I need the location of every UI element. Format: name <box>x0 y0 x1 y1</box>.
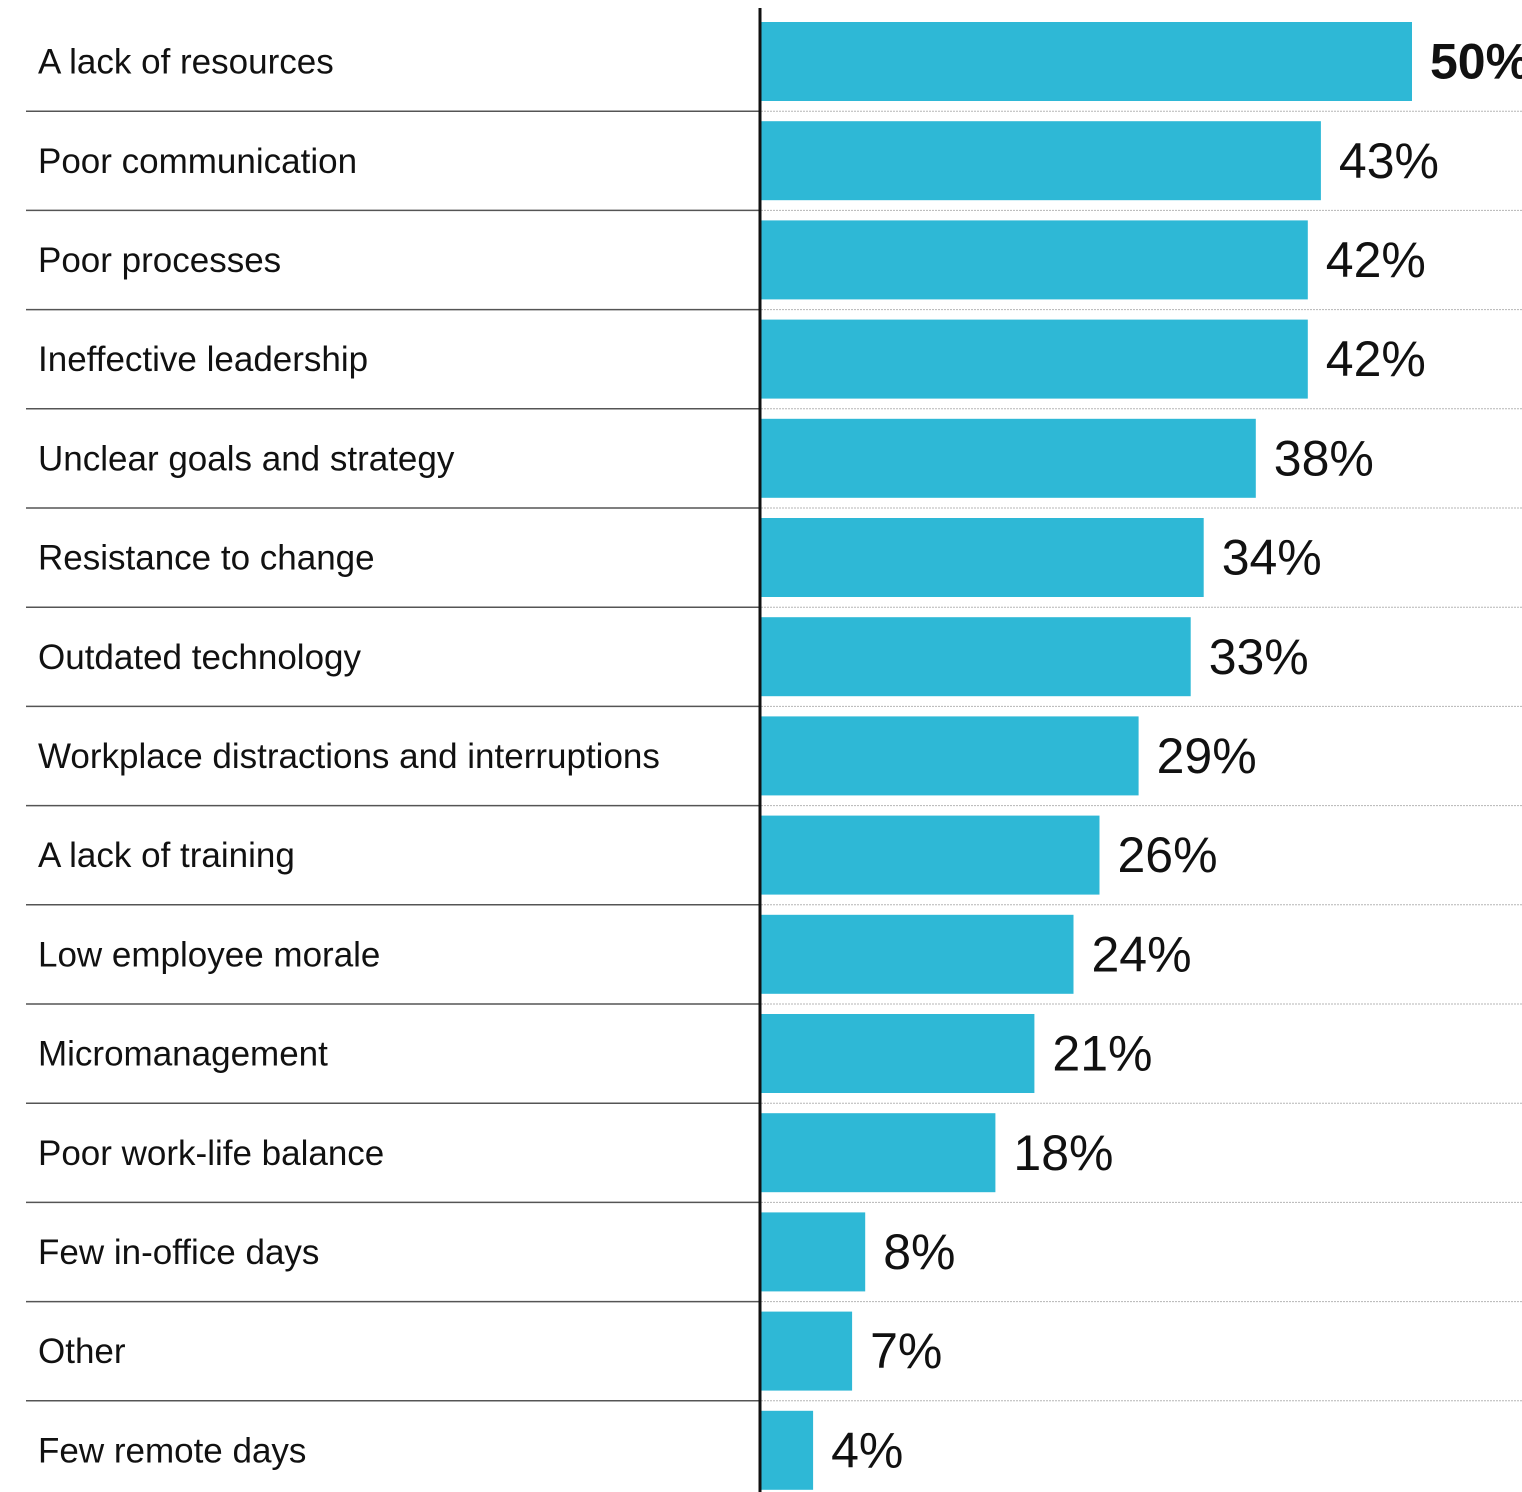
value-label: 4% <box>831 1422 903 1478</box>
bar <box>761 1410 814 1490</box>
value-label: 38% <box>1274 430 1374 486</box>
value-label: 21% <box>1052 1026 1152 1082</box>
bar <box>761 617 1191 697</box>
bar <box>761 1311 853 1391</box>
bar <box>761 220 1308 300</box>
category-labels: A lack of resources Poor communication Poo… <box>38 43 660 1471</box>
value-label: 7% <box>870 1323 942 1379</box>
value-label: 26% <box>1118 827 1218 883</box>
bar <box>761 319 1308 399</box>
category-label: Low employee morale <box>38 935 380 974</box>
bar <box>761 1212 866 1292</box>
category-label: Few remote days <box>38 1431 306 1470</box>
category-label: Other <box>38 1332 126 1371</box>
category-label: Poor communication <box>38 142 357 181</box>
bar <box>761 914 1074 994</box>
value-label: 18% <box>1013 1125 1113 1181</box>
category-label: Workplace distractions and interruptions <box>38 737 660 776</box>
bar <box>761 518 1204 597</box>
bar <box>761 716 1139 796</box>
value-label: 29% <box>1157 728 1257 784</box>
bar <box>761 121 1321 201</box>
category-label: Micromanagement <box>38 1035 328 1074</box>
bars <box>761 22 1412 1490</box>
category-label: Poor work-life balance <box>38 1134 384 1173</box>
bar <box>761 22 1412 101</box>
category-label: Resistance to change <box>38 539 375 578</box>
category-label: Poor processes <box>38 241 281 280</box>
value-label: 42% <box>1326 331 1426 387</box>
bar <box>761 1113 996 1193</box>
value-label: 24% <box>1092 926 1192 982</box>
value-label: 33% <box>1209 629 1309 685</box>
value-label: 43% <box>1339 133 1439 189</box>
value-label: 42% <box>1326 232 1426 288</box>
category-label: Outdated technology <box>38 638 362 677</box>
value-label: 50% <box>1430 34 1522 90</box>
category-label: Few in-office days <box>38 1233 319 1272</box>
category-label: A lack of resources <box>38 43 334 82</box>
bar <box>761 815 1100 895</box>
category-label: Ineffective leadership <box>38 340 368 379</box>
value-label: 34% <box>1222 530 1322 586</box>
value-label: 8% <box>883 1224 955 1280</box>
category-label: A lack of training <box>38 836 295 875</box>
bar <box>761 1014 1035 1093</box>
category-label: Unclear goals and strategy <box>38 439 455 478</box>
row-dividers <box>26 110 1522 1402</box>
bar <box>761 418 1256 498</box>
value-labels: 50% 43% 42% 42% 38% 34% 33% 29% 26% 24% 21% 18% 8% 7%… <box>831 34 1522 1479</box>
